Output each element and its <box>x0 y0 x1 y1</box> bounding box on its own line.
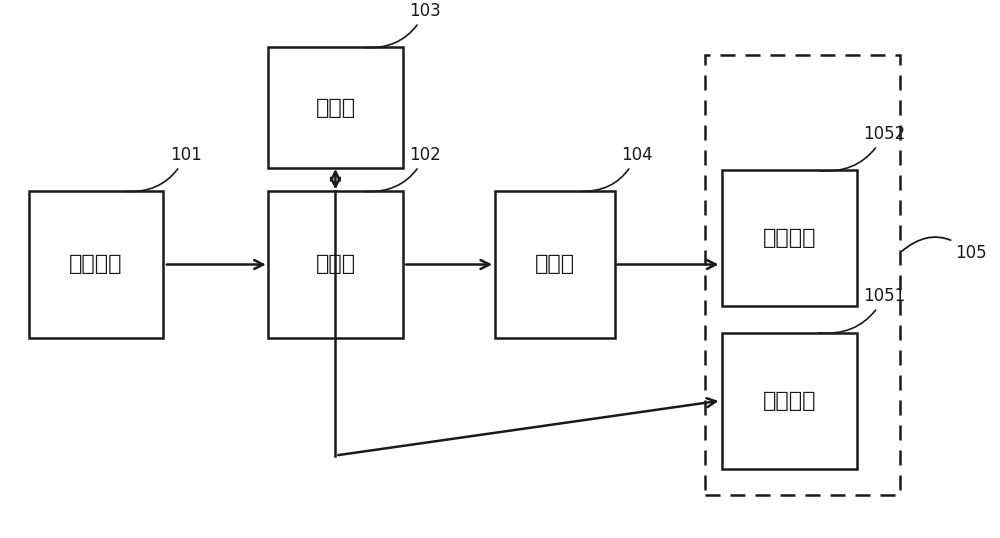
Text: 直流负载: 直流负载 <box>762 391 816 410</box>
Bar <box>705 55 900 495</box>
Bar <box>495 191 615 338</box>
Bar <box>268 191 403 338</box>
Text: 控制器: 控制器 <box>315 254 356 274</box>
Text: 102: 102 <box>365 146 441 192</box>
Text: 交流负载: 交流负载 <box>762 228 816 249</box>
Text: 101: 101 <box>126 146 202 192</box>
Text: 1052: 1052 <box>819 125 905 171</box>
Text: 105: 105 <box>902 237 986 262</box>
Bar <box>268 47 403 168</box>
Text: 光伏组件: 光伏组件 <box>69 254 123 274</box>
Bar <box>29 191 163 338</box>
Bar <box>722 171 857 306</box>
Text: 1051: 1051 <box>819 287 905 333</box>
Text: 104: 104 <box>582 146 652 192</box>
Text: 逆变器: 逆变器 <box>535 254 575 274</box>
Text: 103: 103 <box>365 2 441 48</box>
Text: 蓄电池: 蓄电池 <box>315 97 356 117</box>
Bar <box>722 332 857 469</box>
